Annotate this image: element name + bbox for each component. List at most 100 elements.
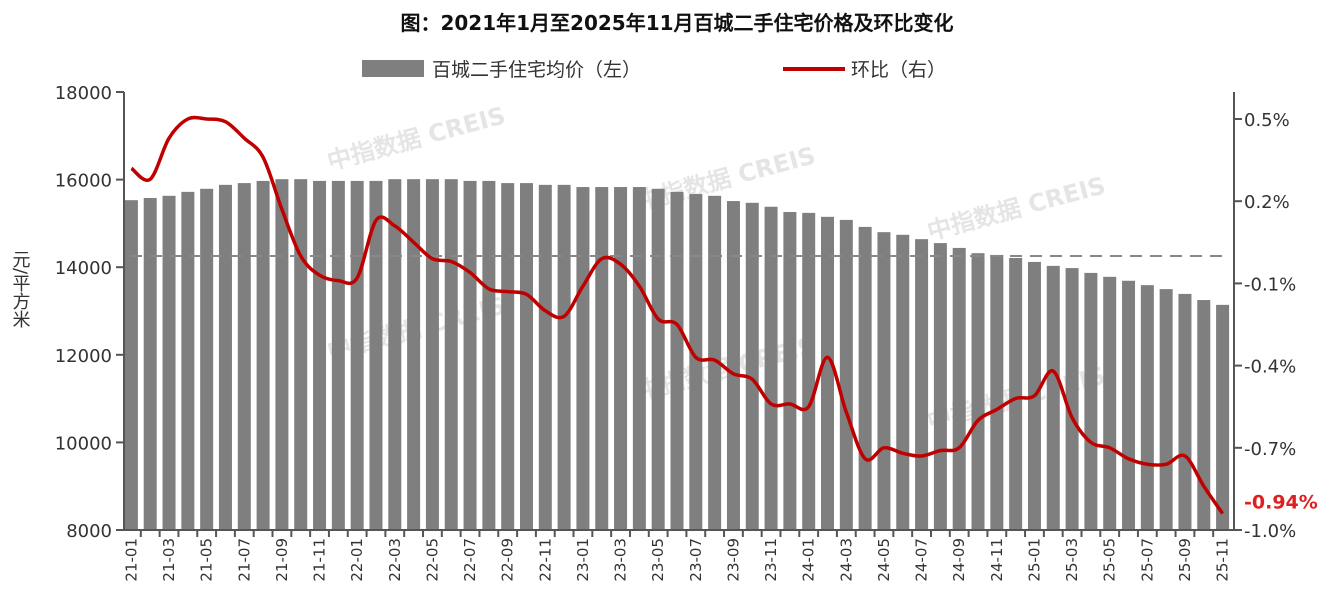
y-tick-label: 14000 <box>55 258 112 279</box>
x-tick-label: 25-07 <box>1138 538 1156 582</box>
bar-21-05 <box>200 188 214 530</box>
bar-25-10 <box>1197 300 1211 530</box>
bar-23-07 <box>689 194 703 530</box>
y2-tick-label: -0.4% <box>1244 357 1296 378</box>
x-tick-label: 22-01 <box>348 538 366 582</box>
bar-21-06 <box>218 184 232 530</box>
bar-23-05 <box>651 188 665 530</box>
bar-24-06 <box>896 234 910 530</box>
x-tick-label: 23-11 <box>762 538 780 582</box>
x-tick-label: 22-09 <box>499 538 517 582</box>
x-tick-label: 25-05 <box>1101 538 1119 582</box>
bar-21-07 <box>237 183 251 530</box>
bar-24-11 <box>990 254 1004 530</box>
bar-21-08 <box>256 180 270 530</box>
bar-25-07 <box>1140 285 1154 530</box>
bar-22-01 <box>350 180 364 530</box>
x-tick-label: 25-03 <box>1063 538 1081 582</box>
x-tick-label: 24-11 <box>988 538 1006 582</box>
watermark-text: 中指数据 CREIS <box>924 171 1108 245</box>
bar-22-09 <box>501 183 515 530</box>
bar-21-01 <box>124 200 138 530</box>
bar-25-08 <box>1159 289 1173 530</box>
mom-line <box>130 115 1225 515</box>
x-tick-label: 24-07 <box>913 538 931 582</box>
bar-21-03 <box>162 195 176 530</box>
bar-21-02 <box>143 197 157 530</box>
bar-24-04 <box>858 226 872 531</box>
x-tick-label: 23-05 <box>649 538 667 582</box>
bar-24-08 <box>933 243 947 531</box>
bar-23-08 <box>708 195 722 530</box>
x-tick-label: 23-01 <box>574 538 592 582</box>
bar-24-02 <box>821 216 835 530</box>
legend-label-price: 百城二手住宅均价（左） <box>432 59 641 81</box>
x-tick-label: 24-01 <box>800 538 818 582</box>
bar-25-02 <box>1046 265 1060 530</box>
x-tick-label: 24-05 <box>875 538 893 582</box>
x-tick-label: 22-03 <box>386 538 404 582</box>
bar-25-03 <box>1065 268 1079 530</box>
bar-22-10 <box>519 183 533 530</box>
legend-swatch-line <box>783 67 845 71</box>
bar-21-09 <box>275 179 289 531</box>
x-tick-label: 21-01 <box>122 538 140 582</box>
bar-23-02 <box>595 187 609 530</box>
x-tick-label: 21-07 <box>235 538 253 582</box>
legend-swatch-bar <box>362 60 424 77</box>
x-tick-label: 24-03 <box>837 538 855 582</box>
y2-tick-label: -0.1% <box>1244 274 1296 295</box>
bar-25-04 <box>1084 272 1098 530</box>
bar-23-09 <box>726 201 740 530</box>
bar-24-12 <box>1009 258 1023 530</box>
bar-25-09 <box>1178 293 1192 530</box>
x-tick-label: 23-07 <box>687 538 705 582</box>
bar-22-05 <box>425 179 439 531</box>
legend: 百城二手住宅均价（左） 环比（右） <box>362 59 946 81</box>
bar-24-07 <box>915 239 929 530</box>
x-tick-label: 22-05 <box>423 538 441 582</box>
bar-22-11 <box>538 184 552 530</box>
bar-23-06 <box>670 191 684 530</box>
y-axis-label: 元/平方米 <box>10 250 31 328</box>
y2-tick-label: -1.0% <box>1244 521 1296 542</box>
bar-24-01 <box>802 212 816 530</box>
bar-23-12 <box>783 212 797 530</box>
x-tick-label: 21-11 <box>311 538 329 582</box>
x-tick-label: 23-03 <box>612 538 630 582</box>
x-tick-label: 23-09 <box>724 538 742 582</box>
bar-22-03 <box>388 179 402 531</box>
bar-23-04 <box>632 187 646 530</box>
x-tick-label: 21-03 <box>160 538 178 582</box>
y2-tick-label: -0.7% <box>1244 439 1296 460</box>
axes: 8000 10000 12000 14000 16000 18000 -1.0% -0.7% -… <box>55 83 1297 582</box>
last-value-annotation: -0.94% <box>1244 492 1318 514</box>
x-tick-label: 22-11 <box>536 538 554 582</box>
bar-24-10 <box>971 253 985 530</box>
bar-25-11 <box>1216 304 1230 530</box>
x-tick-label: 21-09 <box>273 538 291 582</box>
y-tick-label: 16000 <box>55 171 112 192</box>
bar-22-08 <box>482 180 496 530</box>
y2-tick-label: 0.2% <box>1244 192 1290 213</box>
bar-24-03 <box>839 219 853 530</box>
x-tick-label: 25-01 <box>1025 538 1043 582</box>
legend-label-mom: 环比（右） <box>851 59 946 81</box>
y-tick-label: 18000 <box>55 83 112 104</box>
y2-tick-label: 0.5% <box>1244 110 1290 131</box>
bar-25-06 <box>1122 280 1136 530</box>
bar-22-02 <box>369 180 383 530</box>
x-tick-label: 25-09 <box>1176 538 1194 582</box>
y-tick-label: 8000 <box>66 521 112 542</box>
bar-22-04 <box>407 179 421 531</box>
bar-24-05 <box>877 232 891 530</box>
chart-title: 图：2021年1月至2025年11月百城二手住宅价格及环比变化 <box>400 11 953 35</box>
y-tick-label: 10000 <box>55 433 112 454</box>
bar-21-04 <box>181 191 195 530</box>
bar-21-12 <box>331 180 345 530</box>
bar-22-06 <box>444 179 458 531</box>
x-tick-label: 24-09 <box>950 538 968 582</box>
bar-22-12 <box>557 184 571 530</box>
x-tick-label: 25-11 <box>1214 538 1232 582</box>
